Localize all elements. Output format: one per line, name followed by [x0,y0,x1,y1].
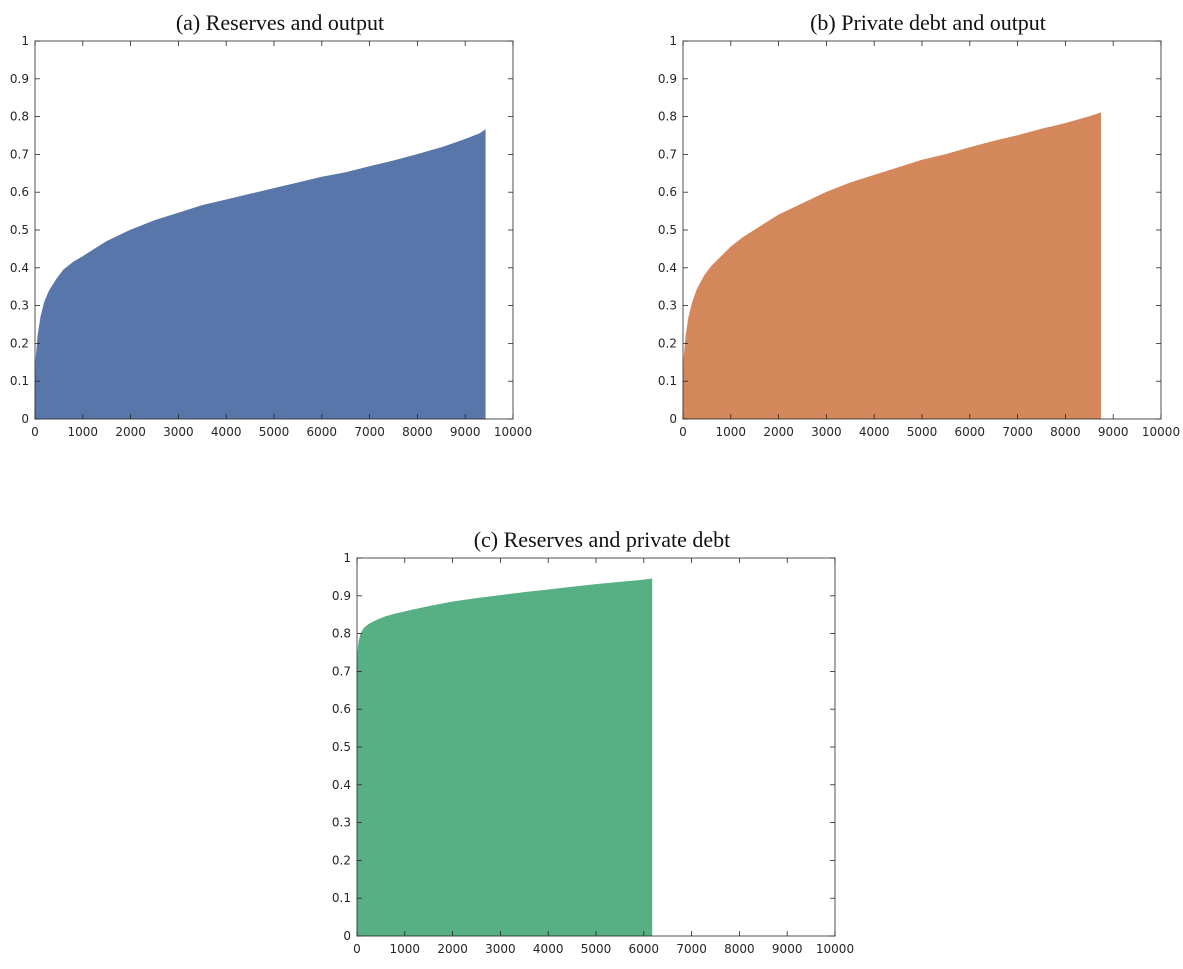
x-tick-label: 8000 [402,425,433,439]
x-tick-label: 7000 [354,425,385,439]
y-tick-label: 0.9 [658,72,677,86]
y-tick-label: 1 [21,34,29,48]
x-tick-label: 1000 [68,425,99,439]
x-tick-label: 4000 [533,942,564,956]
x-tick-label: 10000 [1142,425,1180,439]
x-tick-label: 2000 [437,942,468,956]
x-tick-label: 5000 [259,425,290,439]
y-tick-label: 0.1 [658,374,677,388]
x-tick-label: 3000 [485,942,516,956]
y-tick-label: 0.1 [10,374,29,388]
chart-plot-a: 0 1000 2000 3000 4000 5000 6000 7000 8000 9000 100… [10,34,532,439]
x-tick-label: 2000 [115,425,146,439]
y-tick-label: 0.6 [658,185,677,199]
y-tick-label: 0.3 [658,299,677,313]
x-tick-label: 3000 [811,425,842,439]
y-tick-label: 0.8 [332,627,351,641]
chart-plot-c: 0 1000 2000 3000 4000 5000 6000 7000 8000 9000 100… [332,551,854,956]
y-tick-label: 0.4 [10,261,29,275]
x-tick-label: 1000 [716,425,747,439]
y-tick-label: 0.8 [658,110,677,124]
x-tick-label: 7000 [1002,425,1033,439]
x-tick-label: 9000 [772,942,803,956]
y-tick-label: 0.5 [658,223,677,237]
y-tick-label: 0.6 [10,185,29,199]
y-tick-label: 1 [343,551,351,565]
x-tick-label: 2000 [763,425,794,439]
x-tick-label: 9000 [1098,425,1129,439]
chart-title: (a) Reserves and output [175,10,385,35]
y-tick-label: 0.9 [10,72,29,86]
y-tick-label: 0.5 [10,223,29,237]
area-series-0 [356,578,653,937]
x-tick-label: 8000 [724,942,755,956]
y-tick-label: 1 [669,34,677,48]
x-tick-label: 6000 [955,425,986,439]
x-tick-label: 5000 [581,942,612,956]
x-tick-label: 0 [353,942,361,956]
y-tick-label: 0.3 [10,299,29,313]
x-tick-label: 0 [31,425,39,439]
y-tick-label: 0.2 [658,336,677,350]
y-tick-label: 0.5 [332,740,351,754]
x-tick-label: 4000 [211,425,242,439]
x-tick-label: 3000 [163,425,194,439]
chart-title: (b) Private debt and output [810,10,1046,35]
x-tick-label: 4000 [859,425,890,439]
chart-panel-c: (c) Reserves and private debt 0 1000 2000 3… [322,527,882,967]
y-tick-label: 0.4 [332,778,351,792]
y-tick-label: 0.7 [658,147,677,161]
x-tick-label: 10000 [494,425,532,439]
chart-panel-b: (b) Private debt and output 0 1000 2000 300… [648,10,1183,450]
y-tick-label: 0.7 [332,664,351,678]
area-series-0 [682,112,1102,420]
x-tick-label: 0 [679,425,687,439]
y-tick-label: 0.2 [10,336,29,350]
y-tick-label: 0 [669,412,677,426]
x-tick-label: 1000 [390,942,421,956]
area-series-0 [34,129,486,420]
chart-title: (c) Reserves and private debt [473,527,731,552]
y-tick-label: 0.7 [10,147,29,161]
x-tick-label: 6000 [307,425,338,439]
y-tick-label: 0.6 [332,702,351,716]
x-tick-label: 9000 [450,425,481,439]
x-tick-label: 5000 [907,425,938,439]
x-tick-label: 8000 [1050,425,1081,439]
y-tick-label: 0.8 [10,110,29,124]
x-tick-label: 7000 [676,942,707,956]
y-tick-label: 0.2 [332,853,351,867]
y-tick-label: 0 [21,412,29,426]
x-tick-label: 10000 [816,942,854,956]
y-tick-label: 0 [343,929,351,943]
x-tick-label: 6000 [629,942,660,956]
chart-panel-a: (a) Reserves and output 0 1000 2000 3000 400… [0,10,560,450]
y-tick-label: 0.4 [658,261,677,275]
y-tick-label: 0.1 [332,891,351,905]
y-tick-label: 0.9 [332,589,351,603]
chart-plot-b: 0 1000 2000 3000 4000 5000 6000 7000 8000 9000 100… [658,34,1180,439]
y-tick-label: 0.3 [332,816,351,830]
